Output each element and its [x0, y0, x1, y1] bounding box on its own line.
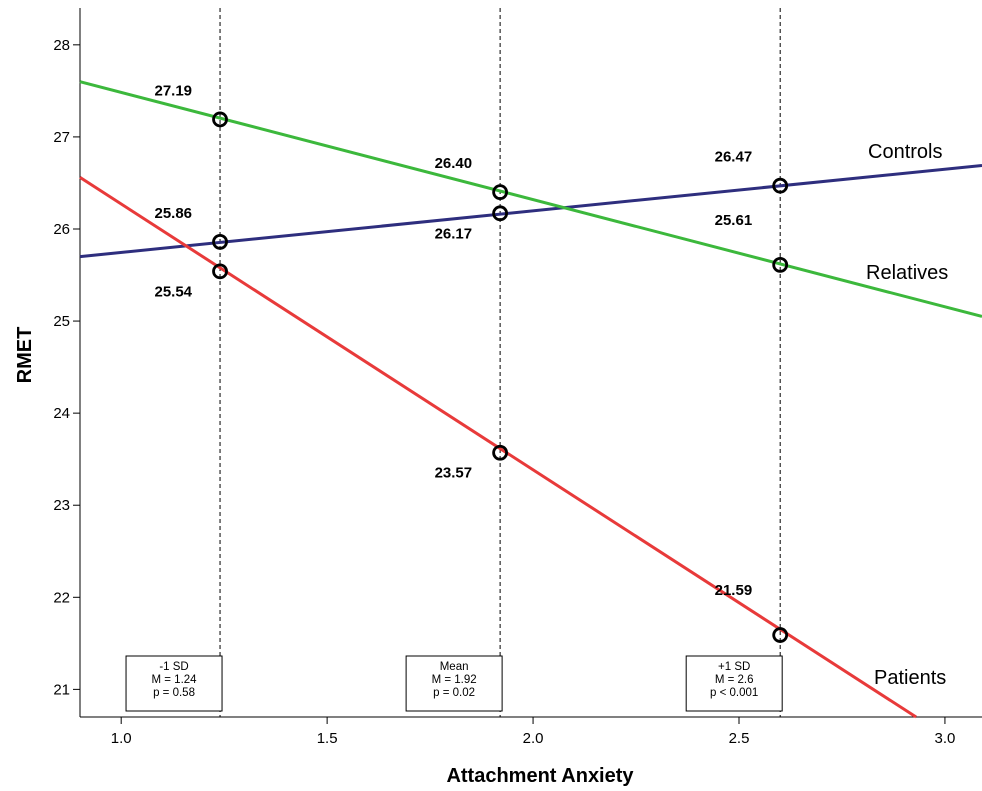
x-tick-label: 2.5 — [729, 730, 750, 747]
reference-info-text: p < 0.001 — [710, 687, 758, 699]
reference-info-box — [125, 655, 223, 712]
y-tick-label: 24 — [53, 405, 70, 422]
data-labels: 25.86 26.17 26.47 27.19 26.40 25.61 25.54 23.57… — [154, 82, 752, 599]
y-tick-label: 27 — [53, 129, 70, 146]
reference-info-text: Mean — [440, 661, 469, 673]
series-line-relatives — [79, 80, 982, 318]
data-label: 23.57 — [435, 465, 473, 482]
y-tick-label: 26 — [53, 221, 70, 238]
x-tick-label: 1.5 — [317, 730, 338, 747]
data-label: 21.59 — [715, 582, 753, 599]
y-tick-label: 28 — [53, 37, 70, 54]
series-line-controls — [79, 163, 982, 259]
y-tick-label: 25 — [53, 313, 70, 330]
data-point-marker — [212, 263, 228, 280]
reference-info-text: +1 SD — [718, 661, 750, 673]
data-label: 25.54 — [154, 283, 192, 300]
data-markers — [212, 111, 789, 643]
axes — [79, 8, 982, 718]
reference-info-text: M = 2.6 — [715, 674, 754, 686]
x-axis-title: Attachment Anxiety — [446, 765, 634, 787]
data-label: 26.40 — [435, 155, 473, 172]
reference-info-box — [685, 655, 783, 712]
y-tick-label: 21 — [53, 681, 70, 698]
reference-info-box — [405, 655, 503, 712]
x-axis-ticks: 1.0 1.5 2.0 2.5 3.0 — [111, 717, 956, 747]
series-name-label: Relatives — [866, 262, 948, 284]
x-tick-label: 1.0 — [111, 730, 132, 747]
data-point-marker — [772, 256, 789, 273]
x-tick-label: 2.0 — [523, 730, 544, 747]
data-label: 25.61 — [715, 212, 753, 229]
series-name-labels: Controls Relatives Patients — [866, 141, 948, 689]
data-point-marker — [492, 184, 509, 201]
data-point-marker — [772, 627, 789, 643]
y-axis-title: RMET — [14, 327, 36, 384]
data-label: 27.19 — [154, 82, 192, 99]
reference-info-text: M = 1.92 — [432, 674, 477, 686]
data-label: 26.17 — [435, 225, 473, 242]
reference-info-text: p = 0.02 — [433, 687, 475, 699]
data-label: 25.86 — [154, 205, 192, 222]
data-point-marker — [492, 205, 509, 222]
data-point-marker — [772, 177, 789, 194]
y-tick-label: 22 — [53, 589, 70, 606]
series-name-label: Controls — [868, 141, 942, 163]
reference-info-text: p = 0.58 — [153, 687, 195, 699]
y-tick-label: 23 — [53, 497, 70, 514]
data-point-marker — [492, 444, 509, 461]
series-name-label: Patients — [874, 667, 946, 689]
data-label: 26.47 — [715, 149, 753, 166]
reference-info-text: M = 1.24 — [151, 674, 197, 686]
series-lines — [79, 80, 982, 719]
data-point-marker — [212, 233, 228, 250]
x-tick-label: 3.0 — [935, 730, 956, 747]
y-axis-ticks: 21 22 23 24 25 26 27 28 — [53, 37, 80, 698]
data-point-marker — [212, 111, 228, 128]
reference-info-text: -1 SD — [159, 661, 188, 673]
